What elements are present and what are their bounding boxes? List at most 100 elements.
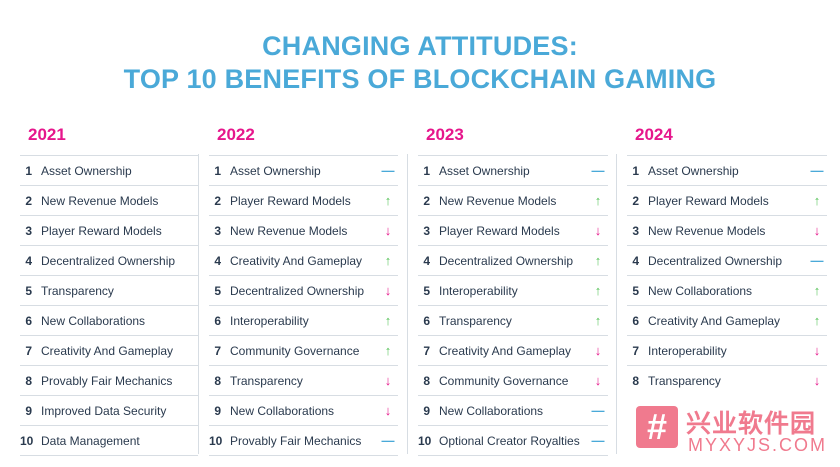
list-item: 5 Transparency bbox=[20, 276, 198, 306]
list-item: 5 New Collaborations ↑ bbox=[627, 276, 827, 306]
list-item: 1 Asset Ownership — bbox=[418, 156, 608, 186]
benefit-name: Transparency bbox=[230, 373, 303, 388]
rank-number: 3 bbox=[423, 223, 430, 238]
list-item: 2 New Revenue Models ↑ bbox=[418, 186, 608, 216]
benefit-name: Decentralized Ownership bbox=[648, 253, 783, 268]
rank-number: 4 bbox=[632, 253, 639, 268]
list-item: 10 Provably Fair Mechanics — bbox=[209, 426, 398, 456]
rank-number: 7 bbox=[25, 343, 32, 358]
rank-number: 6 bbox=[25, 313, 32, 328]
benefit-name: New Revenue Models bbox=[648, 223, 766, 238]
list-item: 6 Transparency ↑ bbox=[418, 306, 608, 336]
watermark-logo-icon: # bbox=[636, 406, 678, 448]
arrow-down-icon: ↓ bbox=[384, 283, 392, 298]
arrow-down-icon: ↓ bbox=[594, 373, 602, 388]
list-item: 7 Interoperability ↓ bbox=[627, 336, 827, 366]
column-2023: 2023 1 Asset Ownership — 2 New Revenue Models… bbox=[418, 124, 608, 456]
benefit-name: New Collaborations bbox=[41, 313, 146, 328]
arrow-down-icon: ↓ bbox=[384, 373, 392, 388]
rank-number: 10 bbox=[418, 433, 432, 448]
rank-number: 3 bbox=[632, 223, 639, 238]
dash-icon: — bbox=[381, 433, 395, 448]
rank-number: 5 bbox=[423, 283, 430, 298]
column-2021: 2021 1 Asset Ownership 2 New Revenue Models 3… bbox=[20, 124, 198, 456]
list-item: 10 Optional Creator Royalties — bbox=[418, 426, 608, 456]
list-item: 6 Interoperability ↑ bbox=[209, 306, 398, 336]
arrow-down-icon: ↓ bbox=[594, 343, 602, 358]
page-title: CHANGING ATTITUDES: TOP 10 BENEFITS OF B… bbox=[0, 30, 840, 96]
benefit-name: Creativity And Gameplay bbox=[41, 343, 174, 358]
benefit-name: Player Reward Models bbox=[41, 223, 162, 238]
list-item: 4 Decentralized Ownership — bbox=[627, 246, 827, 276]
rank-number: 5 bbox=[25, 283, 32, 298]
arrow-up-icon: ↑ bbox=[384, 313, 392, 328]
dash-icon: — bbox=[591, 403, 605, 418]
title-line-2: TOP 10 BENEFITS OF BLOCKCHAIN GAMING bbox=[123, 64, 717, 94]
ranking-list: 1 Asset Ownership — 2 Player Reward Models ↑ 3… bbox=[627, 155, 827, 396]
list-item: 1 Asset Ownership — bbox=[209, 156, 398, 186]
ranking-list: 1 Asset Ownership — 2 Player Reward Models ↑ 3… bbox=[209, 155, 398, 456]
arrow-up-icon: ↑ bbox=[813, 313, 821, 328]
list-item: 9 Improved Data Security bbox=[20, 396, 198, 426]
rank-number: 3 bbox=[214, 223, 221, 238]
rank-number: 8 bbox=[25, 373, 32, 388]
benefit-name: Transparency bbox=[648, 373, 721, 388]
list-item: 9 New Collaborations ↓ bbox=[209, 396, 398, 426]
arrow-down-icon: ↓ bbox=[384, 403, 392, 418]
list-item: 1 Asset Ownership — bbox=[627, 156, 827, 186]
benefit-name: Decentralized Ownership bbox=[230, 283, 365, 298]
benefit-name: Asset Ownership bbox=[648, 163, 739, 178]
rank-number: 2 bbox=[25, 193, 32, 208]
list-item: 7 Creativity And Gameplay ↓ bbox=[418, 336, 608, 366]
list-item: 8 Transparency ↓ bbox=[209, 366, 398, 396]
list-item: 8 Provably Fair Mechanics bbox=[20, 366, 198, 396]
rank-number: 7 bbox=[214, 343, 221, 358]
rank-number: 9 bbox=[25, 403, 32, 418]
arrow-down-icon: ↓ bbox=[594, 223, 602, 238]
rank-number: 1 bbox=[632, 163, 639, 178]
list-item: 9 New Collaborations — bbox=[418, 396, 608, 426]
benefit-name: Transparency bbox=[41, 283, 114, 298]
benefit-name: New Revenue Models bbox=[230, 223, 348, 238]
rank-number: 5 bbox=[632, 283, 639, 298]
benefit-name: Player Reward Models bbox=[648, 193, 769, 208]
list-item: 8 Community Governance ↓ bbox=[418, 366, 608, 396]
rank-number: 9 bbox=[423, 403, 430, 418]
list-item: 4 Decentralized Ownership bbox=[20, 246, 198, 276]
benefit-name: Decentralized Ownership bbox=[439, 253, 574, 268]
rank-number: 8 bbox=[632, 373, 639, 388]
benefit-name: Improved Data Security bbox=[41, 403, 167, 418]
list-item: 2 New Revenue Models bbox=[20, 186, 198, 216]
list-item: 5 Interoperability ↑ bbox=[418, 276, 608, 306]
rank-number: 5 bbox=[214, 283, 221, 298]
rank-number: 10 bbox=[20, 433, 34, 448]
rank-number: 3 bbox=[25, 223, 32, 238]
arrow-up-icon: ↑ bbox=[384, 193, 392, 208]
list-item: 7 Community Governance ↑ bbox=[209, 336, 398, 366]
arrow-up-icon: ↑ bbox=[594, 313, 602, 328]
arrow-down-icon: ↓ bbox=[813, 373, 821, 388]
list-item: 3 Player Reward Models ↓ bbox=[418, 216, 608, 246]
dash-icon: — bbox=[381, 163, 395, 178]
benefit-name: Interoperability bbox=[648, 343, 727, 358]
rank-number: 7 bbox=[423, 343, 430, 358]
ranking-list: 1 Asset Ownership — 2 New Revenue Models ↑ 3 Pl… bbox=[418, 155, 608, 456]
column-divider bbox=[198, 154, 199, 454]
column-divider bbox=[407, 154, 408, 454]
list-item: 4 Creativity And Gameplay ↑ bbox=[209, 246, 398, 276]
rank-number: 7 bbox=[632, 343, 639, 358]
arrow-down-icon: ↓ bbox=[813, 223, 821, 238]
rank-number: 1 bbox=[423, 163, 430, 178]
list-item: 2 Player Reward Models ↑ bbox=[209, 186, 398, 216]
year-heading: 2022 bbox=[217, 125, 255, 144]
rank-number: 1 bbox=[25, 163, 32, 178]
list-item: 1 Asset Ownership bbox=[20, 156, 198, 186]
rank-number: 4 bbox=[214, 253, 221, 268]
column-2024: 2024 1 Asset Ownership — 2 Player Reward Mode… bbox=[627, 124, 827, 396]
arrow-up-icon: ↑ bbox=[594, 283, 602, 298]
rank-number: 4 bbox=[423, 253, 430, 268]
benefit-name: New Collaborations bbox=[439, 403, 544, 418]
benefit-name: Player Reward Models bbox=[439, 223, 560, 238]
list-item: 3 New Revenue Models ↓ bbox=[209, 216, 398, 246]
benefit-name: New Collaborations bbox=[648, 283, 753, 298]
